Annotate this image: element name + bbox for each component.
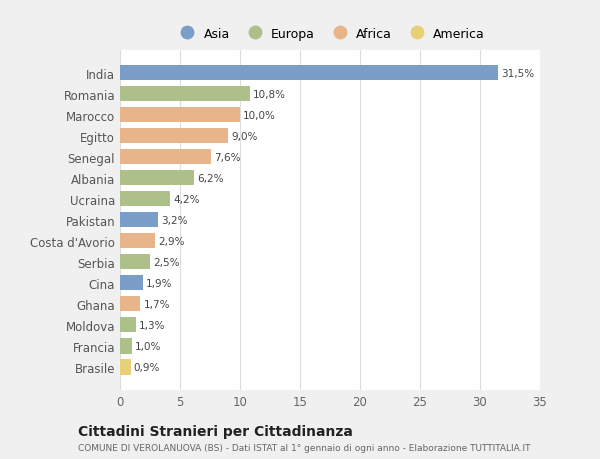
Bar (120, 171, 194, 186)
Text: 1,9%: 1,9% (146, 278, 172, 288)
Text: COMUNE DI VEROLANUOVA (BS) - Dati ISTAT al 1° gennaio di ogni anno - Elaborazion: COMUNE DI VEROLANUOVA (BS) - Dati ISTAT … (78, 443, 530, 452)
Bar (120, 255, 150, 270)
Text: 0,9%: 0,9% (134, 362, 160, 372)
Bar (120, 359, 131, 375)
Text: 10,0%: 10,0% (243, 111, 276, 120)
Text: 2,5%: 2,5% (153, 257, 179, 267)
Bar (120, 234, 155, 249)
Bar (120, 108, 240, 123)
Bar (120, 129, 228, 144)
Text: 1,7%: 1,7% (143, 299, 170, 309)
Text: 31,5%: 31,5% (501, 68, 534, 78)
Text: 4,2%: 4,2% (173, 194, 200, 204)
Text: 1,3%: 1,3% (139, 320, 165, 330)
Text: 7,6%: 7,6% (214, 152, 241, 162)
Text: 10,8%: 10,8% (253, 90, 286, 100)
Text: Cittadini Stranieri per Cittadinanza: Cittadini Stranieri per Cittadinanza (78, 425, 353, 438)
Bar (120, 297, 140, 312)
Bar (120, 276, 143, 291)
Bar (120, 339, 132, 354)
Text: 9,0%: 9,0% (231, 131, 257, 141)
Text: 2,9%: 2,9% (158, 236, 184, 246)
Text: 3,2%: 3,2% (161, 215, 188, 225)
Legend: Asia, Europa, Africa, America: Asia, Europa, Africa, America (170, 23, 490, 46)
Bar (120, 192, 170, 207)
Text: 6,2%: 6,2% (197, 174, 224, 183)
Bar (120, 318, 136, 333)
Bar (120, 66, 498, 81)
Bar (120, 150, 211, 165)
Bar (120, 213, 158, 228)
Text: 1,0%: 1,0% (135, 341, 161, 351)
Bar (120, 87, 250, 102)
